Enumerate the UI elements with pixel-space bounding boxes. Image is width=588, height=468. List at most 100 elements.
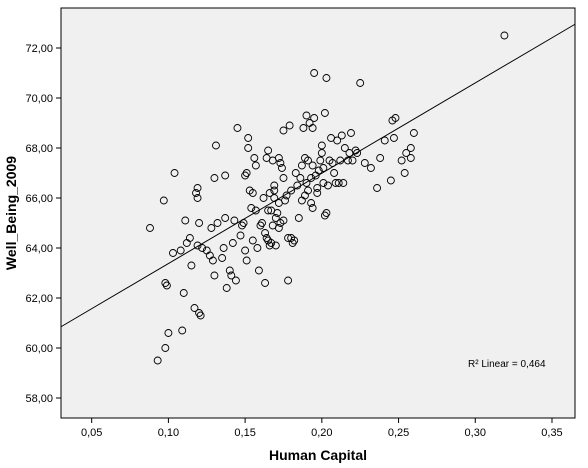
data-point <box>351 146 360 155</box>
data-point <box>244 134 253 142</box>
data-point <box>307 174 316 182</box>
data-point <box>308 204 317 212</box>
data-point <box>210 271 219 280</box>
x-tick-label: 0,35 <box>541 427 562 439</box>
data-point <box>264 206 273 215</box>
data-point <box>212 141 220 150</box>
data-point <box>242 256 251 265</box>
data-point <box>397 156 406 165</box>
data-point <box>376 154 385 162</box>
data-point <box>279 126 288 135</box>
data-point <box>236 231 245 240</box>
data-point <box>328 159 337 167</box>
data-point <box>360 159 369 167</box>
data-point <box>221 171 230 180</box>
data-point <box>313 189 322 197</box>
data-point <box>284 276 293 285</box>
data-point <box>273 209 282 217</box>
data-point <box>247 204 256 212</box>
data-point <box>178 326 187 335</box>
data-point <box>221 214 230 222</box>
data-point <box>324 181 332 190</box>
data-point <box>302 111 311 120</box>
data-point <box>261 229 270 237</box>
data-point <box>314 166 323 175</box>
data-point <box>254 266 263 275</box>
data-point <box>248 189 257 197</box>
data-point <box>219 244 228 252</box>
data-point <box>406 154 415 162</box>
data-point <box>322 74 331 82</box>
data-point <box>193 194 202 202</box>
data-point <box>356 79 365 87</box>
data-point <box>310 69 319 77</box>
data-point <box>179 289 188 297</box>
data-point <box>366 164 375 172</box>
data-point <box>406 144 415 152</box>
y-tick-label: 68,00 <box>25 143 53 155</box>
y-axis: 58,00 60,00 62,00 64,00 66,00 68,00 70,00 72,00 <box>25 43 61 405</box>
data-point <box>198 244 207 252</box>
data-point <box>287 186 296 195</box>
points-group <box>146 31 509 365</box>
x-axis: 0,05 0,10 0,15 0,20 0,25 0,30 0,35 <box>81 418 563 439</box>
data-point <box>291 169 300 177</box>
data-point <box>241 171 250 180</box>
data-point <box>319 164 328 172</box>
data-point <box>230 216 239 225</box>
data-point <box>296 174 305 182</box>
data-point <box>307 199 316 207</box>
data-point <box>294 214 303 222</box>
data-point <box>389 134 398 142</box>
data-point <box>373 184 382 192</box>
data-point <box>391 114 400 122</box>
data-point <box>193 241 202 250</box>
data-point <box>248 236 257 245</box>
y-tick-label: 70,00 <box>25 93 53 105</box>
data-point <box>333 136 342 145</box>
data-point <box>348 156 357 165</box>
data-point <box>334 179 343 187</box>
data-point <box>279 174 288 182</box>
data-point <box>320 211 329 220</box>
data-point <box>169 249 177 257</box>
data-point <box>271 241 280 250</box>
data-point <box>146 224 154 232</box>
data-point <box>195 219 204 227</box>
data-point <box>313 184 322 192</box>
data-point <box>192 189 200 197</box>
x-tick-label: 0,15 <box>234 427 255 439</box>
data-point <box>302 179 311 187</box>
data-point <box>316 156 325 165</box>
data-point <box>317 141 326 150</box>
data-point <box>310 114 319 122</box>
y-tick-label: 62,00 <box>25 293 53 305</box>
data-point <box>281 196 289 205</box>
y-tick-label: 58,00 <box>25 393 53 405</box>
data-point <box>161 344 170 352</box>
data-point <box>190 304 199 312</box>
data-point <box>267 239 276 247</box>
data-point <box>239 219 248 227</box>
x-tick-label: 0,05 <box>81 427 102 439</box>
data-point <box>265 189 274 197</box>
data-point <box>500 31 509 40</box>
data-point <box>274 224 283 232</box>
data-point <box>162 281 171 290</box>
data-point <box>330 169 339 177</box>
data-point <box>271 214 280 222</box>
data-point <box>187 261 196 270</box>
plot-area <box>60 7 576 419</box>
data-point <box>304 156 312 165</box>
data-point <box>250 154 259 162</box>
data-point <box>251 206 260 215</box>
data-point <box>185 234 194 242</box>
data-point <box>276 159 285 167</box>
x-tick-label: 0,20 <box>311 427 332 439</box>
y-axis-title: Well_Being_2009 <box>3 156 19 270</box>
data-point <box>259 194 268 202</box>
data-point <box>164 329 173 337</box>
data-point <box>322 209 331 217</box>
data-point <box>225 266 234 275</box>
